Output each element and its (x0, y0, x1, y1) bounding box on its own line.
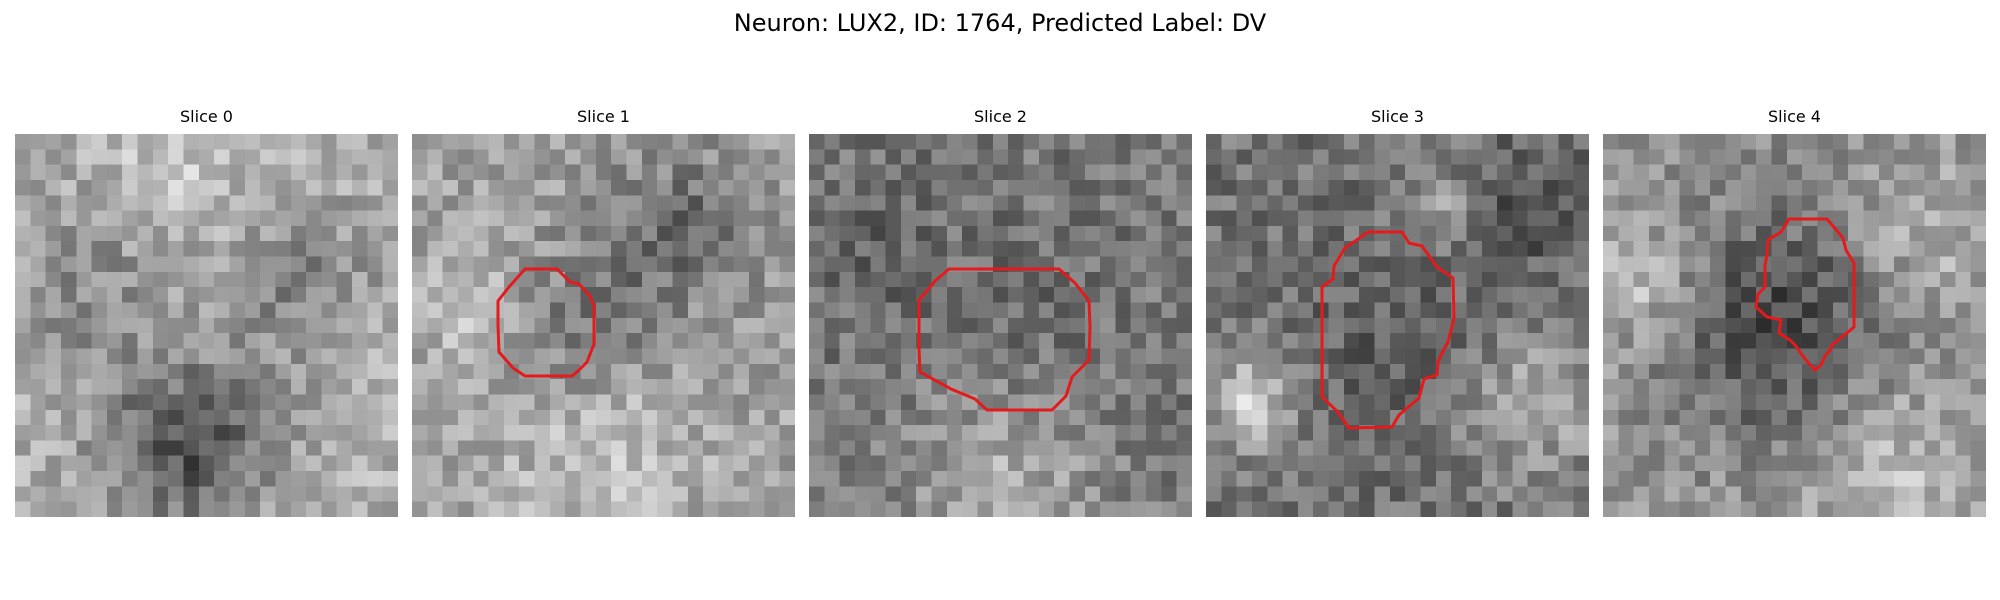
slice-panel-4: Slice 4 (1603, 106, 1986, 517)
roi-overlay (496, 267, 596, 378)
slice-image (1603, 134, 1986, 517)
roi-overlay (1320, 230, 1456, 430)
slice-panel-0: Slice 0 (15, 106, 398, 517)
roi-contour (496, 267, 596, 378)
roi-overlay (1754, 217, 1856, 373)
roi-contour (1320, 230, 1456, 430)
slice-title: Slice 1 (577, 107, 630, 126)
grayscale-pixel-grid (1603, 134, 1986, 517)
grayscale-pixel-grid (809, 134, 1192, 517)
slice-title: Slice 0 (180, 107, 233, 126)
slice-image (809, 134, 1192, 517)
figure-title: Neuron: LUX2, ID: 1764, Predicted Label:… (733, 9, 1267, 37)
slice-panel-1: Slice 1 (412, 106, 795, 517)
slice-panel-2: Slice 2 (809, 106, 1192, 517)
slice-image (1206, 134, 1589, 517)
slice-title: Slice 2 (974, 107, 1027, 126)
grayscale-pixel-grid (1206, 134, 1589, 517)
roi-contour (1754, 217, 1856, 373)
slice-image (412, 134, 795, 517)
roi-overlay (917, 267, 1092, 412)
roi-contour (917, 267, 1092, 412)
slice-title: Slice 4 (1768, 107, 1821, 126)
slice-image (15, 134, 398, 517)
grayscale-pixel-grid (15, 134, 398, 517)
grayscale-pixel-grid (412, 134, 795, 517)
slice-title: Slice 3 (1371, 107, 1424, 126)
slice-panel-3: Slice 3 (1206, 106, 1589, 517)
